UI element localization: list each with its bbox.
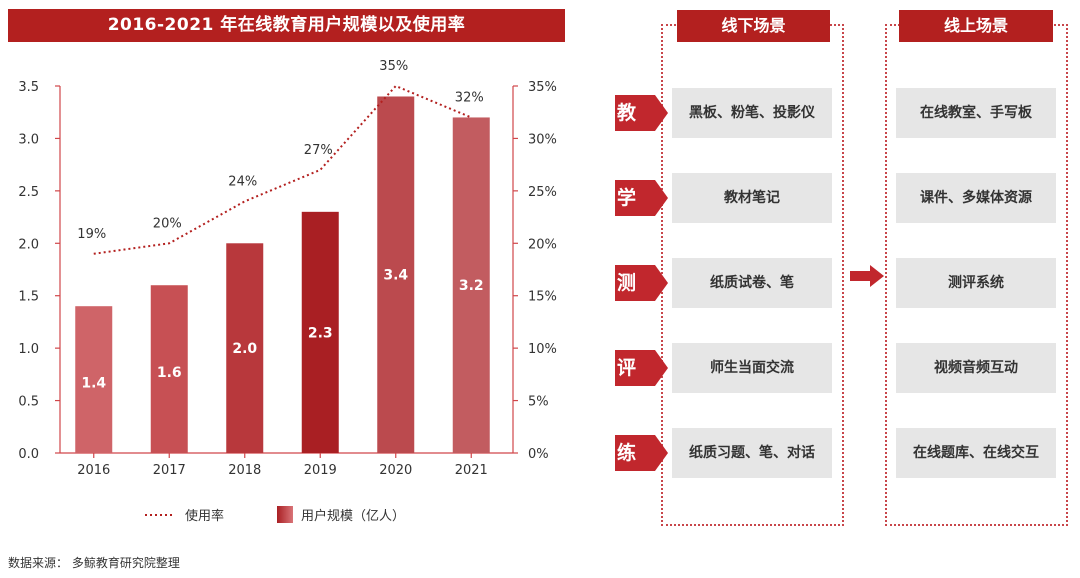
legend: 使用率 用户规模（亿人） <box>145 506 405 524</box>
online-item-evaluate: 视频音频互动 <box>896 343 1056 393</box>
y-right-tick-label: 0% <box>528 447 549 462</box>
usage-rate-label: 32% <box>455 90 484 105</box>
bar-value-label: 2.0 <box>232 341 257 357</box>
y-left-tick-label: 0.0 <box>18 447 39 462</box>
category-learn: 学 <box>615 180 668 216</box>
y-right-tick-label: 20% <box>528 237 557 252</box>
y-left-tick-label: 2.0 <box>18 237 39 252</box>
x-tick-label: 2019 <box>304 463 337 478</box>
offline-item-evaluate: 师生当面交流 <box>672 343 832 393</box>
axes: 0.0 0.5 1.0 1.5 2.0 2.5 3.0 3.5 0% 5% 10% 15% 20% 25%… <box>18 80 557 478</box>
bar-value-label: 1.4 <box>81 376 106 392</box>
legend-bar-swatch <box>277 506 293 523</box>
right-arrow-icon <box>850 265 884 287</box>
y-left-tick-label: 0.5 <box>18 395 39 410</box>
offline-item-teach: 黑板、粉笔、投影仪 <box>672 88 832 138</box>
online-item-teach: 在线教室、手写板 <box>896 88 1056 138</box>
bar-user-scale <box>452 117 490 453</box>
usage-rate-label: 27% <box>304 143 333 158</box>
online-item-learn: 课件、多媒体资源 <box>896 173 1056 223</box>
usage-rate-label: 35% <box>379 59 408 74</box>
bar-user-scale <box>226 243 264 453</box>
legend-line-label: 使用率 <box>185 508 224 524</box>
offline-header: 线下场景 <box>677 10 830 42</box>
bar-user-scale <box>75 306 113 453</box>
chart-area: 0.0 0.5 1.0 1.5 2.0 2.5 3.0 3.5 0% 5% 10% 15% 20% 25%… <box>18 59 557 524</box>
bar-user-scale <box>377 96 415 453</box>
category-teach: 教 <box>615 95 668 131</box>
usage-line <box>93 84 472 255</box>
offline-item-learn: 教材笔记 <box>672 173 832 223</box>
x-tick-label: 2021 <box>455 463 488 478</box>
bar-user-scale <box>301 211 339 453</box>
x-tick-label: 2017 <box>153 463 186 478</box>
category-practice: 练 <box>615 435 668 471</box>
chart-title: 2016-2021 年在线教育用户规模以及使用率 <box>8 9 565 42</box>
offline-item-test: 纸质试卷、笔 <box>672 258 832 308</box>
online-item-practice: 在线题库、在线交互 <box>896 428 1056 478</box>
usage-rate-label: 19% <box>77 227 106 242</box>
y-right-tick-label: 5% <box>528 395 549 410</box>
labels: 1.4 1.6 2.0 2.3 3.4 3.2 19% 20% 24% 27% 35% 32% <box>77 59 483 392</box>
offline-item-practice: 纸质习题、笔、对话 <box>672 428 832 478</box>
x-tick-label: 2020 <box>379 463 412 478</box>
y-right-tick-label: 35% <box>528 80 557 95</box>
y-right-tick-label: 30% <box>528 132 557 147</box>
source-note: 数据来源： 多鲸教育研究院整理 <box>8 556 180 570</box>
category-test: 测 <box>615 265 668 301</box>
bar-user-scale <box>150 285 188 453</box>
usage-rate-label: 24% <box>228 174 257 189</box>
online-header: 线上场景 <box>899 10 1053 42</box>
online-item-test: 测评系统 <box>896 258 1056 308</box>
legend-bar-label: 用户规模（亿人） <box>301 508 405 524</box>
bars <box>75 96 490 453</box>
y-right-tick-label: 25% <box>528 185 557 200</box>
usage-rate-line <box>93 84 472 255</box>
y-left-tick-label: 2.5 <box>18 185 39 200</box>
y-left-tick-label: 1.0 <box>18 342 39 357</box>
y-left-tick-label: 3.0 <box>18 132 39 147</box>
bar-value-label: 2.3 <box>308 325 333 341</box>
y-left-tick-label: 3.5 <box>18 80 39 95</box>
category-evaluate: 评 <box>615 350 668 386</box>
y-left-tick-label: 1.5 <box>18 290 39 305</box>
y-right-tick-label: 10% <box>528 342 557 357</box>
bar-value-label: 1.6 <box>157 365 182 381</box>
bar-value-label: 3.2 <box>459 278 484 294</box>
bar-value-label: 3.4 <box>383 268 408 284</box>
usage-rate-label: 20% <box>153 216 182 231</box>
y-right-tick-label: 15% <box>528 290 557 305</box>
x-tick-label: 2018 <box>228 463 261 478</box>
x-tick-label: 2016 <box>77 463 110 478</box>
